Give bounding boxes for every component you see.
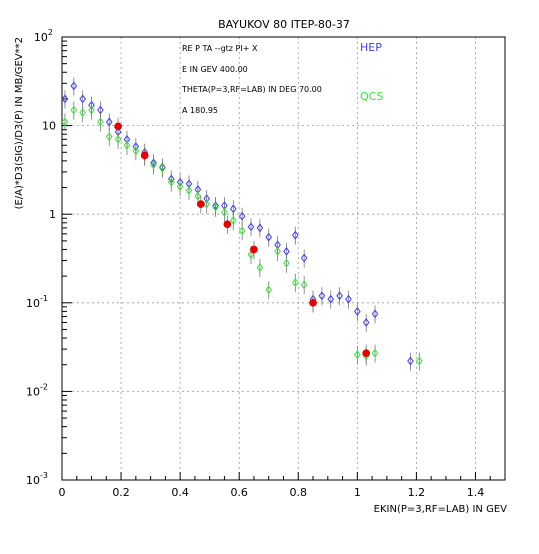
hep-point (345, 294, 352, 304)
info-line-2: E IN GEV 400.00 (182, 65, 248, 74)
qcs-point (256, 263, 264, 272)
hep-point (354, 306, 361, 316)
hep-point (265, 232, 273, 242)
x-tick-label: 1 (354, 486, 361, 499)
hep-point (336, 291, 343, 301)
y-tick-label: 10 (42, 120, 56, 133)
qcs-point (159, 163, 166, 173)
qcs-point (291, 277, 299, 287)
y-axis-label: (E/A)*D3(SIG)/D3(P) IN MB/GEV**2 (14, 37, 25, 209)
data-point-filled-circle (250, 245, 258, 254)
info-line-1: RE P TA --gtz PI+ X (182, 44, 258, 53)
data-point-filled-circle (196, 200, 205, 208)
qcs-point (247, 250, 255, 260)
qcs-point (150, 160, 157, 170)
qcs-point (283, 258, 290, 268)
qcs-point (114, 134, 122, 144)
data-point-filled-circle (309, 298, 317, 307)
x-axis-label: EKIN(P=3,RF=LAB) IN GEV (374, 504, 507, 515)
y-tick-label: 10-2 (26, 382, 48, 398)
x-tick-label: 0.2 (112, 486, 130, 499)
qcs-point (61, 117, 69, 127)
qcs-point (123, 140, 131, 150)
axis-ticks: 0 0.2 0.4 0.6 0.8 1 1.2 1.4 102 10 1 10-1 10-2 10-3 (26, 28, 491, 499)
data-point-filled-circle (362, 349, 371, 358)
data-point-filled-circle (223, 220, 232, 229)
qcs-point (79, 108, 86, 118)
hep-point (256, 223, 264, 233)
qcs-point (167, 177, 175, 187)
x-tick-label: 0.8 (290, 486, 308, 499)
qcs-point (221, 207, 228, 217)
hep-point (371, 309, 379, 319)
y-tick-label: 10-3 (26, 471, 48, 487)
hep-point (79, 94, 86, 104)
hep-point (318, 291, 326, 301)
qcs-point (70, 105, 78, 115)
x-tick-label: 0 (59, 486, 66, 499)
qcs-point (212, 202, 219, 212)
qcs-point (300, 280, 308, 290)
qcs-point (194, 191, 202, 201)
data-points (61, 77, 423, 371)
legend-label-hep: HEP (360, 41, 382, 54)
qcs-point (265, 285, 273, 295)
hep-point (362, 318, 370, 327)
info-line-4: A 180.95 (182, 106, 218, 115)
x-tick-label: 1.4 (467, 486, 485, 499)
qcs-point (176, 182, 184, 192)
hep-point (61, 94, 69, 104)
hep-point (327, 294, 335, 304)
qcs-point (238, 226, 246, 236)
x-tick-label: 0.6 (230, 486, 248, 499)
x-tick-label: 0.4 (171, 486, 189, 499)
legend-label-qcs: QCS (360, 90, 383, 103)
qcs-point (354, 350, 361, 360)
hep-point (105, 117, 113, 127)
hep-point (291, 230, 299, 240)
qcs-point (132, 146, 140, 156)
qcs-point (105, 132, 113, 142)
hep-point (300, 253, 308, 263)
y-tick-label: 1 (49, 208, 56, 221)
qcs-point (88, 105, 95, 115)
y-tick-label: 10-1 (26, 294, 48, 310)
info-line-3: THETA(P=3,RF=LAB) IN DEG 70.00 (181, 85, 322, 94)
qcs-point (185, 186, 193, 195)
y-tick-label: 102 (34, 28, 53, 44)
hep-point (247, 222, 255, 232)
chart-title: BAYUKOV 80 ITEP-80-37 (218, 18, 350, 31)
qcs-point (203, 199, 211, 209)
grid-lines (62, 37, 505, 480)
x-tick-label: 1.2 (408, 486, 426, 499)
hep-point (70, 81, 78, 91)
qcs-point (371, 348, 379, 358)
qcs-point (416, 356, 423, 366)
data-point-filled-circle (114, 122, 122, 131)
hep-point (238, 211, 246, 221)
hep-point (407, 356, 414, 366)
data-point-filled-circle (140, 151, 149, 160)
qcs-point (97, 117, 104, 127)
qcs-point (274, 246, 281, 256)
plot-frame (61, 36, 506, 481)
qcs-point (229, 216, 237, 225)
